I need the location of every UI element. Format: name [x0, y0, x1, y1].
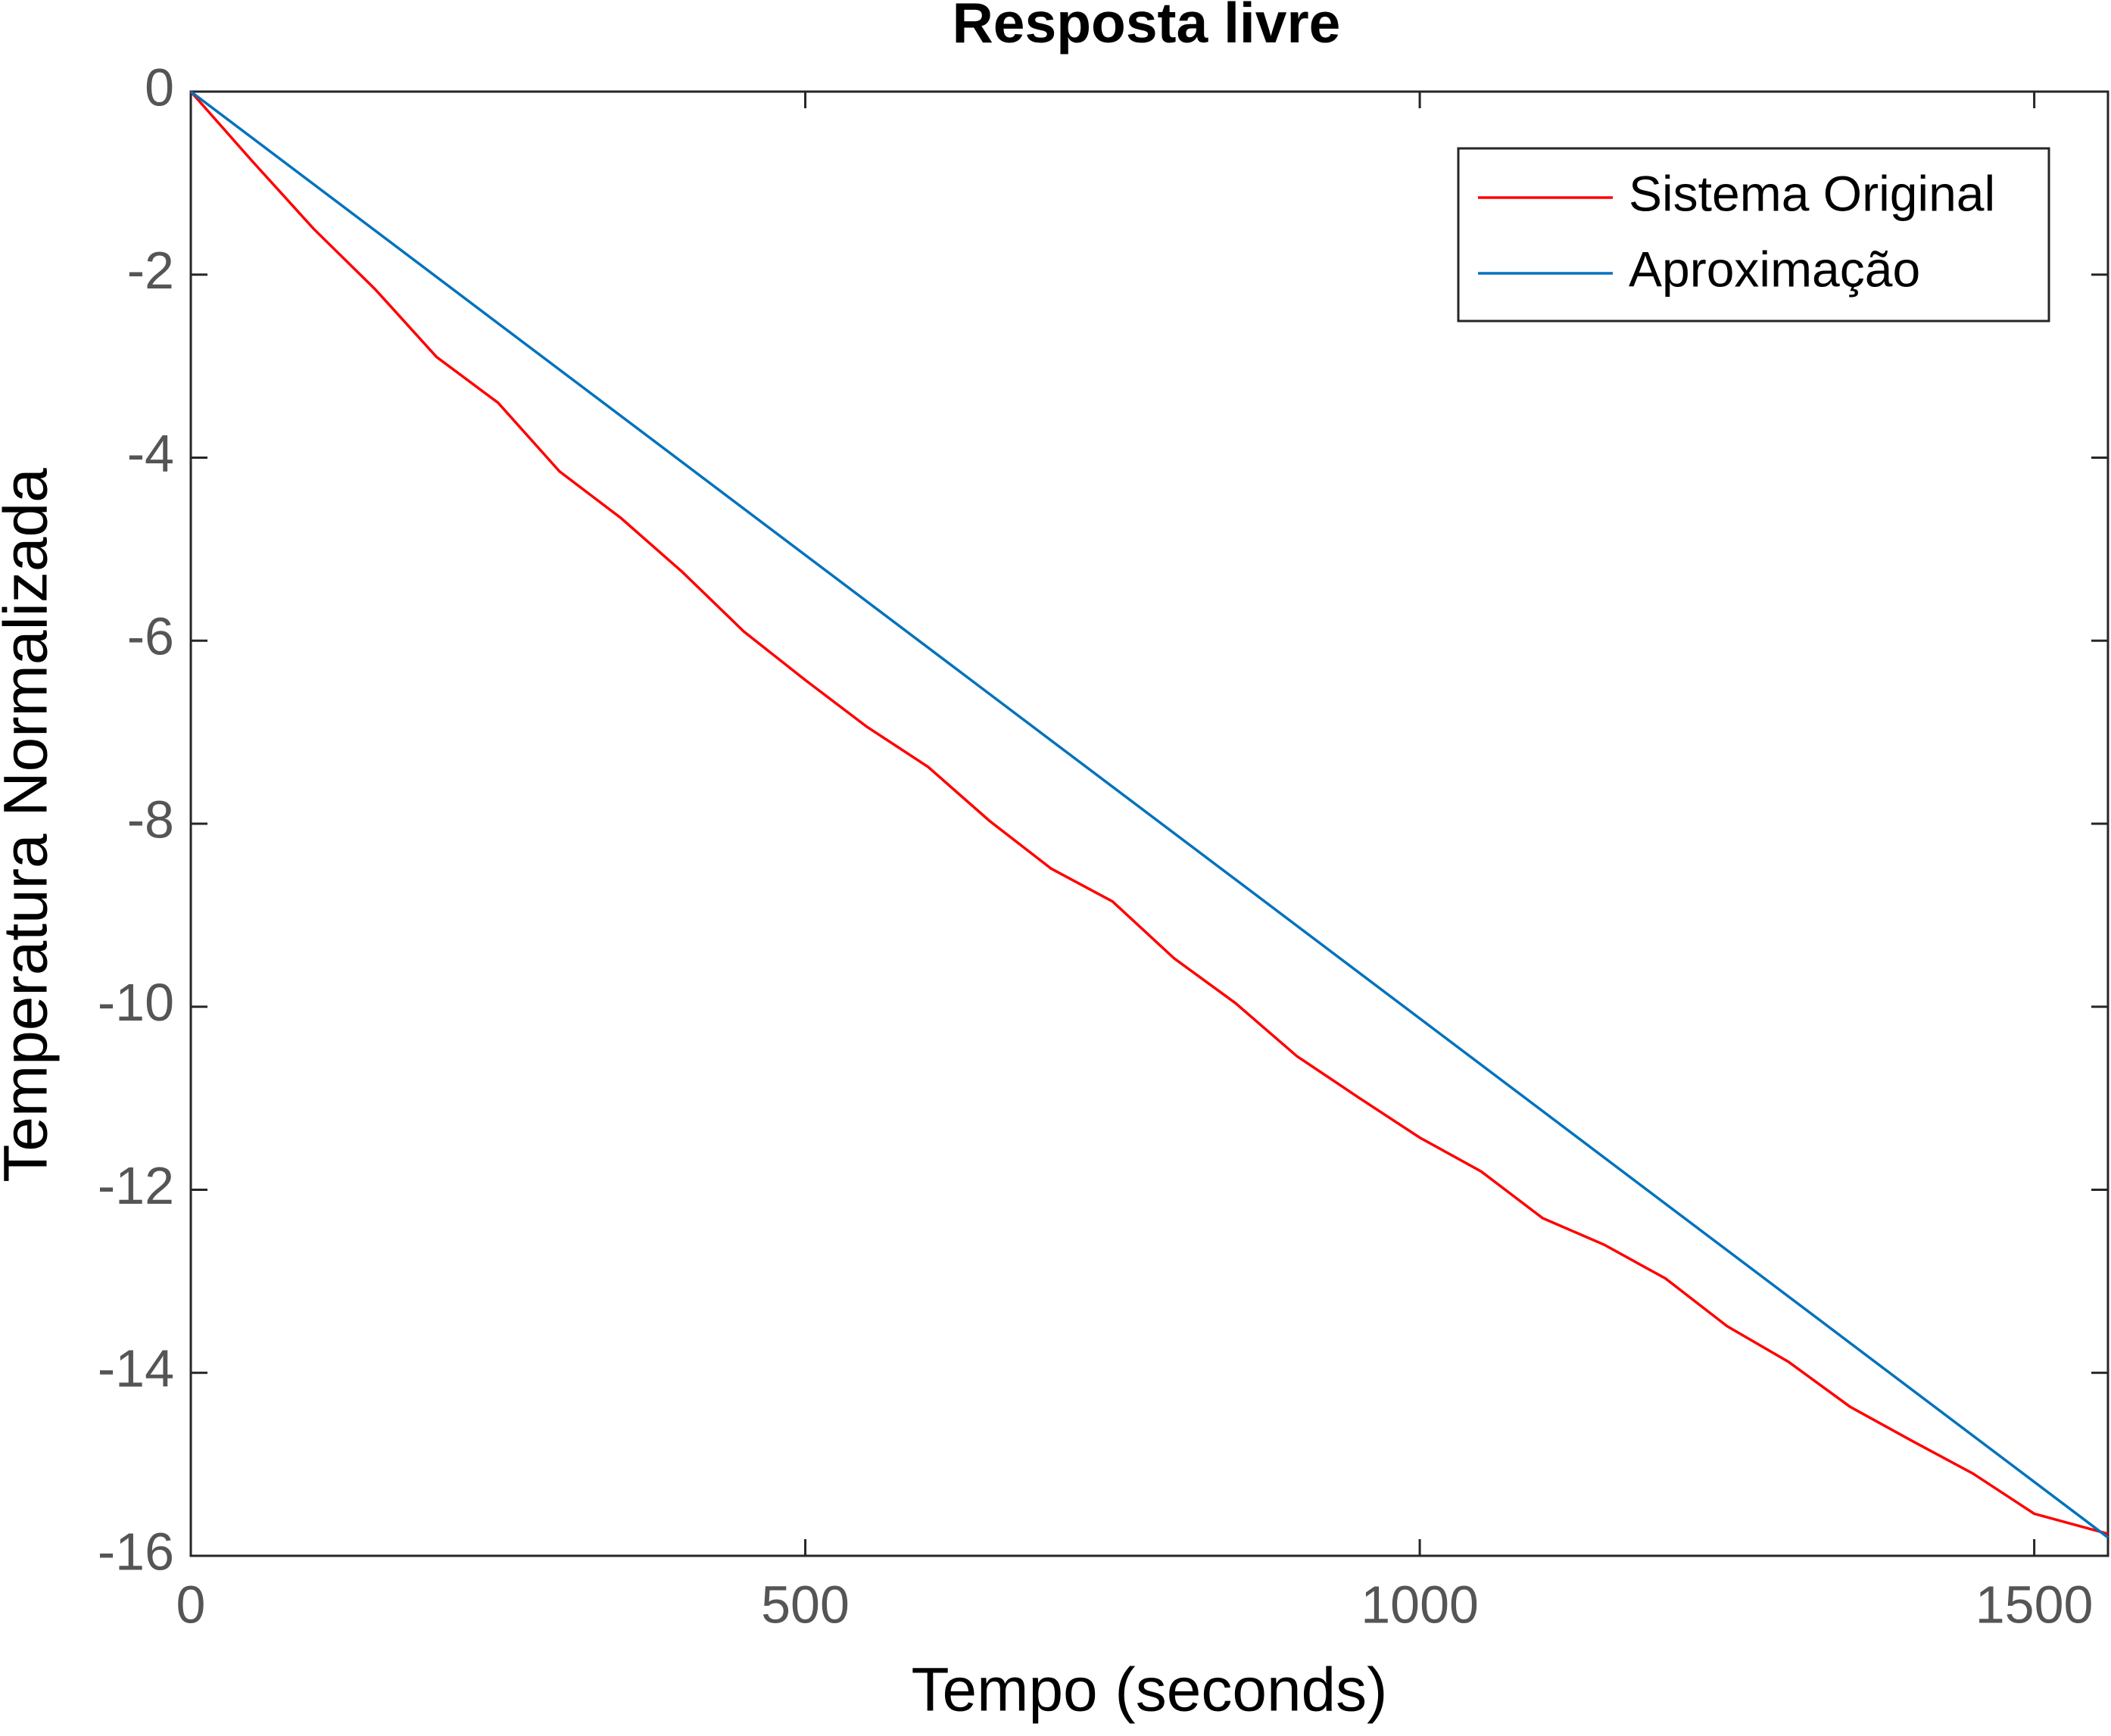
x-tick-label: 1000	[1361, 1575, 1479, 1634]
x-tick-label: 0	[176, 1575, 206, 1634]
y-tick-label: 0	[145, 58, 174, 117]
y-axis-label: Temperatura Normalizada	[0, 468, 61, 1183]
y-tick-label: -10	[98, 973, 174, 1032]
y-tick-label: -8	[127, 790, 174, 849]
x-axis-label: Tempo (seconds)	[912, 1656, 1388, 1725]
y-tick-label: -6	[127, 607, 174, 666]
plot-frame	[189, 90, 2109, 1557]
y-tick-label: -14	[98, 1339, 174, 1398]
y-tick-label: -16	[98, 1522, 174, 1581]
y-tick-label: -2	[127, 241, 174, 300]
data-line	[189, 90, 2109, 1535]
y-tick-label: -12	[98, 1156, 174, 1215]
data-line	[189, 90, 2109, 1539]
chart-title: Resposta livre	[953, 0, 1341, 55]
x-tick-label: 500	[761, 1575, 850, 1634]
legend-box	[1457, 147, 2050, 323]
legend-label: Aproximação	[1629, 241, 1920, 297]
x-tick-label: 1500	[1975, 1575, 2094, 1634]
y-tick-label: -4	[127, 424, 174, 483]
legend-label: Sistema Original	[1629, 165, 1995, 221]
